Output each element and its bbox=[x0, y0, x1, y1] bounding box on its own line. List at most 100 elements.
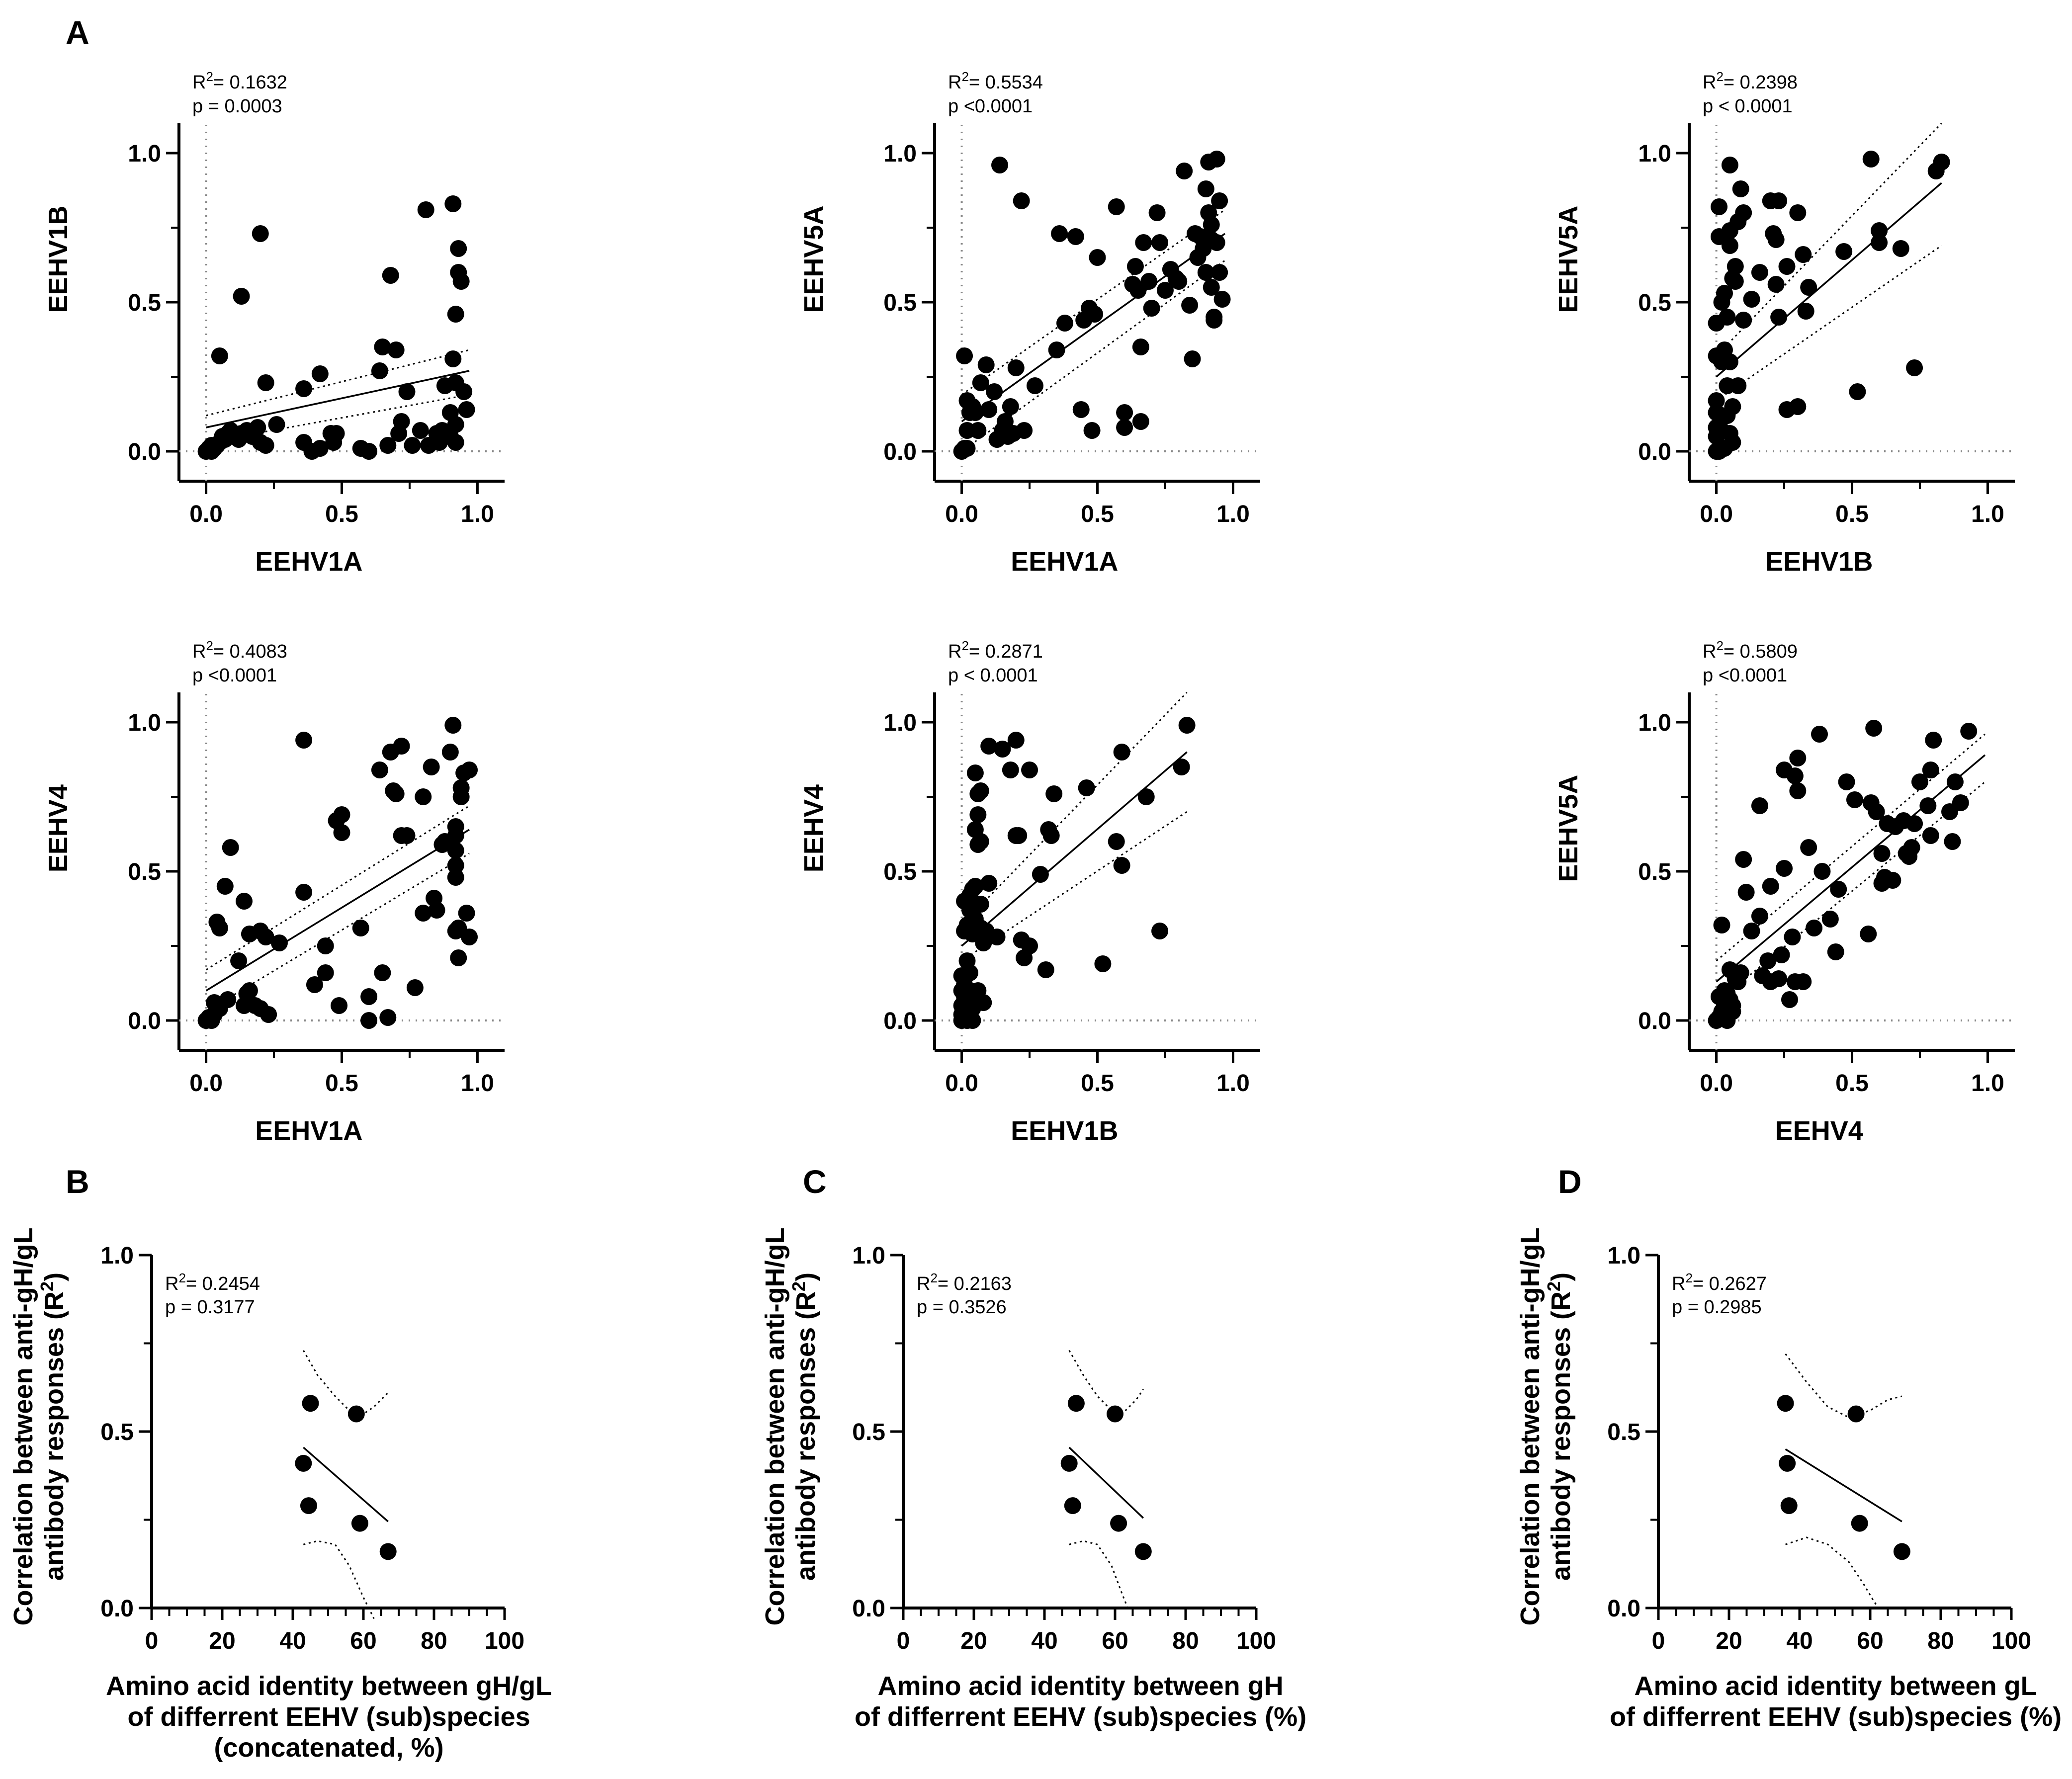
x-tick-label: 100 bbox=[1991, 1628, 2031, 1654]
x-tick-label: 1.0 bbox=[1216, 501, 1250, 527]
data-point bbox=[1203, 279, 1220, 296]
x-tick-label: 1.0 bbox=[1971, 1070, 2004, 1097]
data-point bbox=[441, 744, 459, 761]
data-point bbox=[1759, 952, 1777, 969]
p-value-label: p = 0.2985 bbox=[1672, 1297, 1762, 1318]
data-point bbox=[994, 741, 1011, 758]
data-point bbox=[980, 738, 998, 755]
y-tick-label: 0.5 bbox=[883, 290, 917, 316]
data-point bbox=[964, 1012, 981, 1029]
data-point bbox=[1721, 157, 1738, 173]
data-point bbox=[1173, 759, 1190, 775]
data-point bbox=[1137, 788, 1155, 805]
data-point bbox=[975, 994, 992, 1011]
y-axis-label-line: antibody responses (R2) bbox=[37, 1272, 70, 1581]
data-point bbox=[1946, 773, 1964, 790]
r-squared-label: R2= 0.2163 bbox=[917, 1271, 1012, 1294]
data-point bbox=[1735, 312, 1752, 329]
data-point bbox=[1767, 231, 1785, 248]
data-point bbox=[249, 419, 266, 436]
data-point bbox=[423, 759, 440, 775]
data-point bbox=[1944, 833, 1961, 850]
data-point bbox=[260, 1006, 277, 1023]
data-point bbox=[1056, 315, 1073, 332]
y-tick-label: 0.5 bbox=[128, 290, 161, 316]
y-tick-label: 0.5 bbox=[852, 1419, 885, 1445]
r-squared-label: R2= 0.4083 bbox=[192, 638, 287, 662]
data-point bbox=[331, 997, 348, 1014]
data-point bbox=[1789, 750, 1807, 766]
data-point bbox=[360, 1012, 378, 1029]
y-tick-label: 0.0 bbox=[1638, 439, 1671, 465]
x-tick-label: 0.0 bbox=[189, 1070, 223, 1097]
panel-letter-d: D bbox=[1558, 1163, 1582, 1200]
x-tick-label: 80 bbox=[1927, 1628, 1954, 1654]
ci-lower bbox=[1716, 245, 1942, 402]
r-squared-label: R2= 0.2871 bbox=[948, 638, 1043, 662]
data-point bbox=[972, 896, 989, 913]
data-point bbox=[972, 833, 989, 850]
data-point bbox=[295, 732, 313, 749]
data-point bbox=[1037, 961, 1054, 978]
data-point bbox=[969, 422, 987, 439]
data-point bbox=[257, 374, 274, 391]
p-value-label: p = 0.0003 bbox=[192, 96, 282, 117]
r-squared-label: R2= 0.2398 bbox=[1703, 69, 1798, 93]
data-point bbox=[1789, 204, 1807, 221]
data-point bbox=[1925, 732, 1942, 749]
data-point bbox=[1116, 404, 1133, 421]
ci-upper bbox=[961, 209, 1225, 396]
data-point bbox=[311, 365, 329, 382]
data-point bbox=[1767, 276, 1785, 293]
chart-a3: 0.0 0.5 1.0 0.0 0.5 1.0 R2= 0.2398 p < 0.0001 EE… bbox=[1554, 69, 2015, 577]
p-value-label: p < 0.0001 bbox=[948, 665, 1038, 686]
data-point bbox=[311, 440, 329, 457]
data-point bbox=[1113, 744, 1130, 761]
data-point bbox=[325, 434, 343, 451]
x-axis-label-line: of differrent EEHV (sub)species (%) bbox=[855, 1702, 1306, 1732]
y-tick-label: 1.0 bbox=[883, 141, 917, 167]
data-point bbox=[452, 788, 470, 805]
data-point bbox=[306, 976, 323, 993]
data-point bbox=[1021, 762, 1038, 778]
data-point bbox=[1903, 839, 1920, 856]
data-point bbox=[1126, 258, 1144, 275]
data-point bbox=[412, 422, 429, 439]
data-point bbox=[222, 839, 239, 856]
data-point bbox=[1719, 309, 1736, 326]
data-point bbox=[1751, 908, 1768, 925]
data-point bbox=[374, 339, 391, 355]
data-point bbox=[333, 824, 350, 841]
regression-line bbox=[961, 233, 1226, 423]
ci-lower bbox=[1069, 1540, 1130, 1612]
data-point bbox=[351, 1515, 368, 1532]
x-tick-label: 80 bbox=[421, 1628, 447, 1654]
ci-lower bbox=[303, 1540, 375, 1619]
data-point bbox=[1727, 273, 1744, 290]
chart-a4: 0.0 0.5 1.0 0.0 0.5 1.0 R2= 0.4083 p <0.0001 EEH… bbox=[43, 638, 505, 1146]
data-point bbox=[216, 878, 234, 895]
data-point bbox=[1770, 970, 1788, 987]
x-tick-label: 0.5 bbox=[1835, 1070, 1869, 1097]
r-squared-label: R2= 0.5534 bbox=[948, 69, 1043, 93]
data-point bbox=[317, 964, 334, 981]
data-point bbox=[1711, 198, 1728, 215]
data-point bbox=[1060, 1454, 1078, 1472]
x-axis-label: EEHV1A bbox=[255, 547, 362, 577]
x-tick-label: 1.0 bbox=[1216, 1070, 1250, 1097]
data-point bbox=[455, 383, 473, 400]
data-point bbox=[1116, 419, 1133, 436]
data-point bbox=[972, 782, 989, 799]
data-point bbox=[1830, 881, 1847, 898]
y-axis-label-line: Correlation between anti-gH/gL bbox=[760, 1227, 790, 1625]
data-point bbox=[966, 764, 984, 781]
r-squared-label: R2= 0.5809 bbox=[1703, 638, 1798, 662]
data-point bbox=[1821, 911, 1839, 928]
x-tick-label: 0.5 bbox=[325, 501, 358, 527]
data-point bbox=[257, 437, 274, 454]
data-point bbox=[1078, 779, 1095, 796]
x-axis-label: EEHV1A bbox=[1011, 547, 1118, 577]
data-point bbox=[986, 383, 1003, 400]
x-tick-label: 1.0 bbox=[461, 1070, 494, 1097]
data-point bbox=[236, 893, 253, 910]
